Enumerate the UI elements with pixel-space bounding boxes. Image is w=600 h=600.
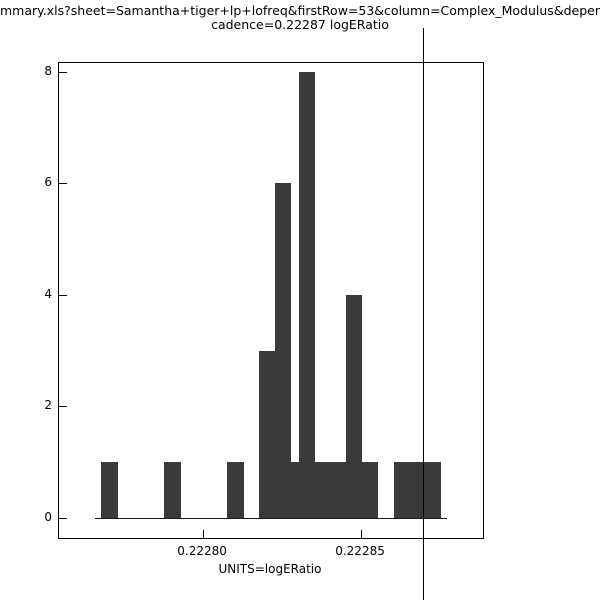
histogram-bar [101, 462, 119, 518]
x-tick-label: 0.22285 [335, 544, 385, 558]
plot-title: mmary.xls?sheet=Samantha+tiger+lp+lofreq… [0, 3, 600, 18]
x-axis-label: UNITS=logERatio [218, 562, 322, 576]
y-tick [59, 72, 67, 73]
x-tick [203, 530, 204, 538]
histogram-bar [227, 462, 245, 518]
vertical-marker-line [423, 28, 424, 600]
zero-baseline [95, 518, 447, 519]
y-tick-label: 2 [44, 398, 52, 413]
plot-canvas[interactable] [58, 62, 484, 539]
histogram-bar [393, 462, 441, 518]
x-tick [361, 530, 362, 538]
histogram-bar [259, 350, 276, 518]
y-tick [59, 183, 67, 184]
y-tick-label: 6 [44, 175, 52, 190]
y-tick-label: 0 [44, 509, 52, 524]
y-tick [59, 295, 67, 296]
x-tick-label: 0.22280 [177, 544, 227, 558]
y-tick-label: 4 [44, 286, 52, 301]
y-tick [59, 518, 67, 519]
histogram-bar [164, 462, 181, 518]
histogram-bar [346, 294, 362, 518]
histogram-bar [314, 462, 347, 518]
histogram-bar [275, 183, 291, 518]
plot-subtitle: cadence=0.22287 logERatio [211, 17, 389, 32]
y-tick-label: 8 [44, 63, 52, 78]
histogram-bar [299, 71, 315, 518]
y-tick [59, 406, 67, 407]
histogram-bar [290, 462, 300, 518]
histogram-bar [362, 462, 379, 518]
